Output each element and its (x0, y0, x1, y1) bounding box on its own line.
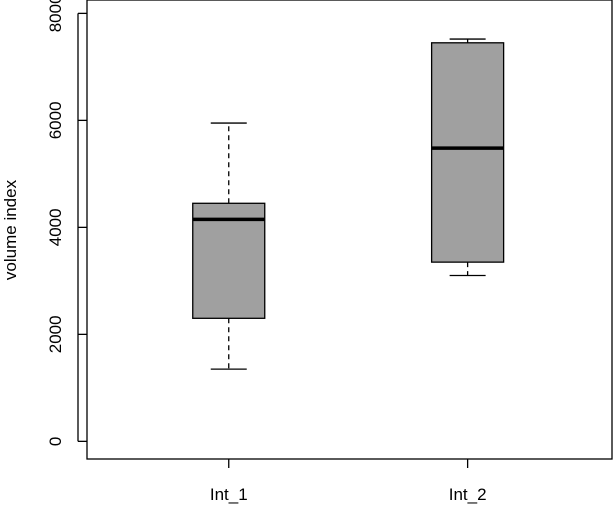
y-tick-label: 0 (46, 437, 65, 446)
plot-frame (86, 0, 613, 460)
box-iqr (430, 42, 505, 263)
y-tick-label: 6000 (46, 101, 65, 139)
y-axis-label: volume index (1, 179, 20, 280)
x-tick-label: Int_2 (449, 485, 487, 504)
boxes (192, 38, 505, 370)
y-tick-label: 8000 (46, 0, 65, 32)
y-tick-label: 2000 (46, 315, 65, 353)
x-tick-label: Int_1 (210, 485, 248, 504)
y-axis: 0 2000 4000 6000 8000 (46, 0, 87, 446)
x-axis: Int_1 Int_2 (210, 459, 487, 504)
box-iqr (192, 202, 266, 319)
y-tick-label: 4000 (46, 208, 65, 246)
